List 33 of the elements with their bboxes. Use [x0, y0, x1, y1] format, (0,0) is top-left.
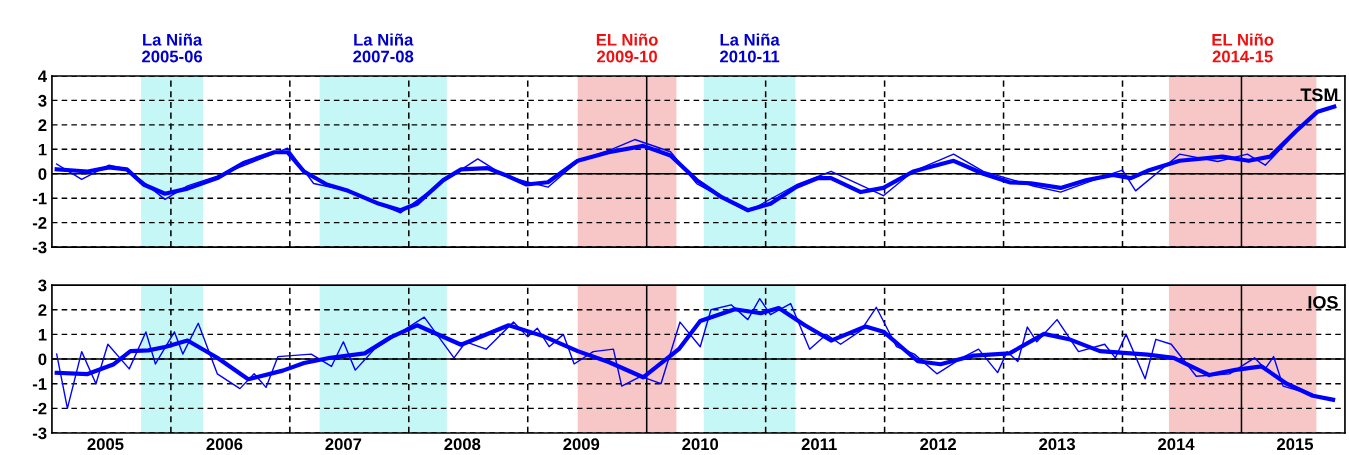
band-label: EL Niño 2014-15: [1212, 33, 1274, 63]
x-tick-label: 2005: [87, 438, 124, 451]
y-tick-label: -3: [32, 241, 47, 254]
x-tick-label: 2011: [801, 438, 837, 451]
y-tick-label: 4: [38, 70, 47, 83]
y-tick-label: 1: [38, 143, 47, 156]
x-tick-label: 2008: [444, 438, 481, 451]
x-tick-label: 2007: [325, 438, 362, 451]
x-tick-label: 2009: [563, 438, 600, 451]
y-tick-label: 2: [38, 304, 47, 316]
y-tick-label: 1: [38, 328, 47, 341]
x-tick-label: 2012: [920, 438, 957, 451]
x-tick-label: 2006: [206, 438, 243, 451]
x-tick-label: 2013: [1039, 438, 1076, 451]
x-tick-label: 2015: [1277, 438, 1314, 451]
band-label: La Niña 2010-11: [720, 33, 780, 63]
annotation: TSM: [1300, 88, 1338, 102]
band-label: La Niña 2005-06: [142, 33, 203, 63]
y-tick-label: -1: [32, 378, 47, 390]
annotation: IOS: [1308, 295, 1338, 309]
y-tick-label: 3: [38, 279, 47, 292]
y-tick-label: 3: [38, 94, 47, 107]
y-tick-label: -2: [32, 402, 47, 415]
y-tick-label: 2: [38, 119, 47, 131]
x-tick-label: 2010: [682, 438, 719, 451]
band-label: EL Niño 2009-10: [596, 33, 658, 63]
y-tick-label: -1: [32, 192, 47, 205]
band-label: La Niña 2007-08: [353, 33, 414, 63]
y-tick-label: 0: [38, 353, 47, 366]
y-tick-label: 0: [38, 168, 47, 180]
y-tick-label: -2: [32, 217, 47, 229]
x-tick-label: 2014: [1158, 438, 1195, 451]
y-tick-label: -3: [32, 427, 47, 440]
